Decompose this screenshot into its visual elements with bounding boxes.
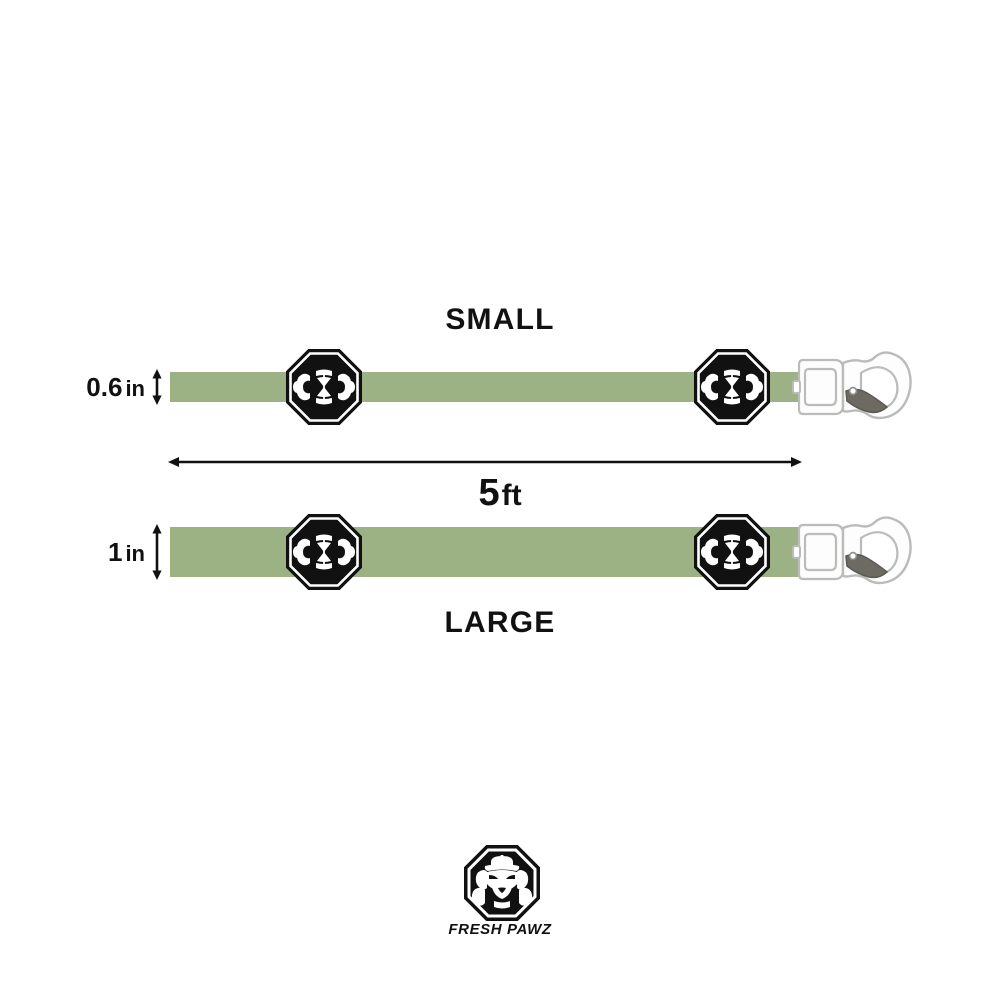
snap-clip-small bbox=[791, 351, 912, 420]
size-label-small: SMALL bbox=[445, 303, 555, 336]
leash-row-large bbox=[152, 512, 912, 592]
badge-small-right bbox=[692, 347, 772, 427]
length-dimension-arrow bbox=[168, 457, 802, 467]
width-value-large: 1 bbox=[107, 537, 123, 567]
length-unit: ft bbox=[501, 479, 522, 512]
badge-large-right bbox=[692, 512, 772, 592]
fresh-pawz-logo-icon bbox=[464, 845, 540, 921]
snap-clip-large bbox=[791, 516, 912, 585]
width-unit-large: in bbox=[125, 541, 145, 566]
width-dimension-arrow-large bbox=[152, 524, 162, 580]
length-value: 5 bbox=[478, 472, 500, 514]
width-dimension-arrow-small bbox=[152, 369, 162, 405]
width-label-small: 0.6 in bbox=[0, 372, 145, 403]
width-value-small: 0.6 bbox=[86, 372, 123, 402]
brand-wordmark: FRESH PAWZ bbox=[448, 921, 552, 938]
length-label: 5ft bbox=[0, 472, 1000, 515]
badge-small-left bbox=[284, 347, 364, 427]
size-label-large: LARGE bbox=[444, 606, 556, 639]
width-label-large: 1 in bbox=[0, 537, 145, 568]
width-unit-small: in bbox=[125, 376, 145, 401]
leash-row-small bbox=[152, 347, 912, 427]
badge-large-left bbox=[284, 512, 364, 592]
